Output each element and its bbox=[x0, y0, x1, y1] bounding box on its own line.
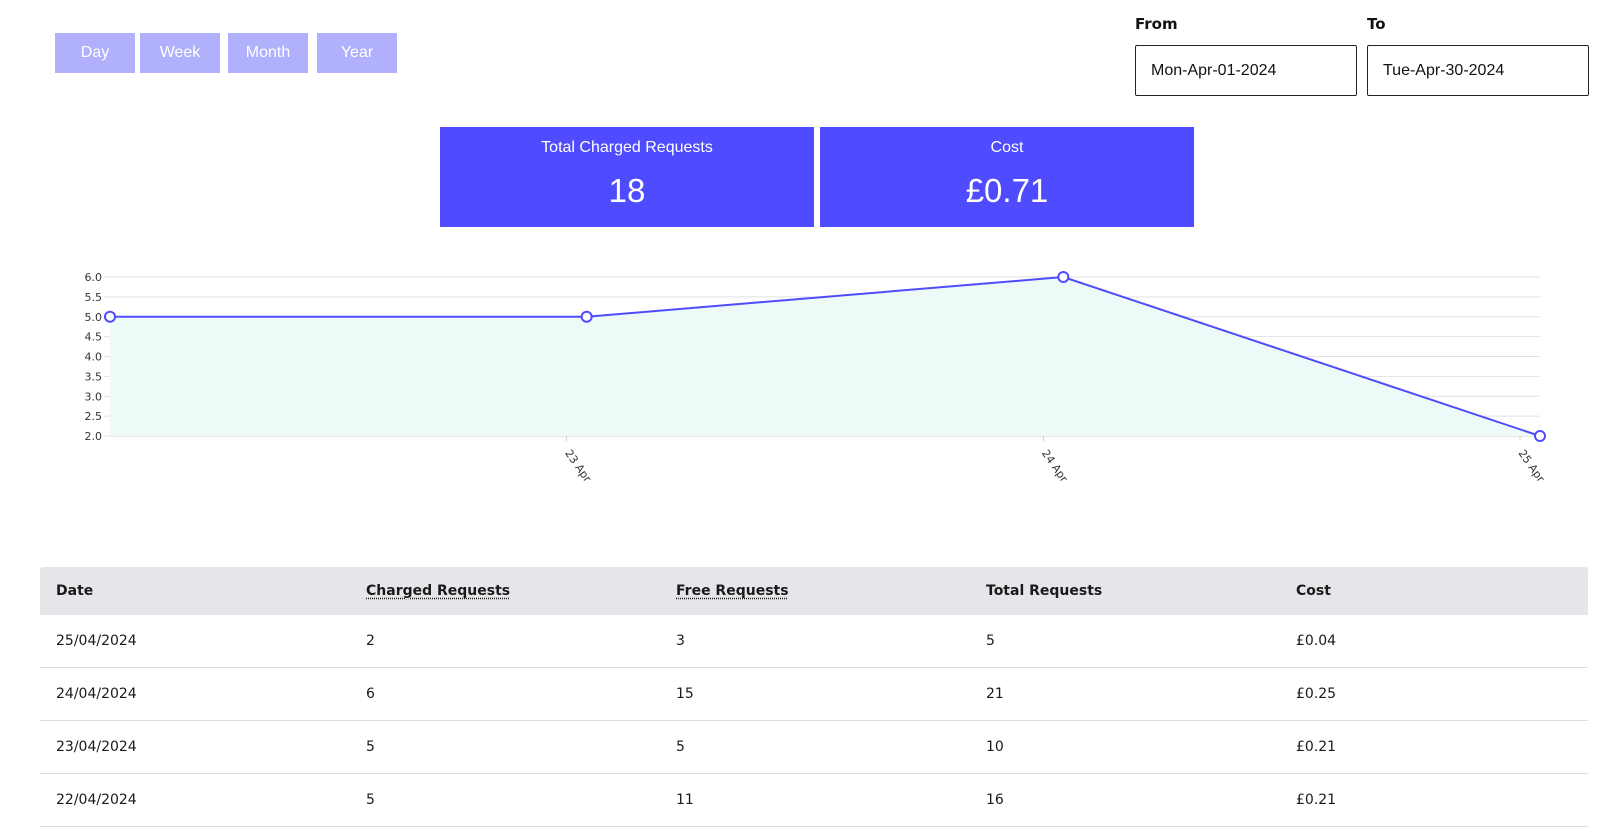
cell-charged-requests: 2 bbox=[350, 615, 660, 668]
cell-date: 24/04/2024 bbox=[40, 667, 350, 721]
year-button[interactable]: Year bbox=[317, 33, 397, 73]
y-tick-label: 4.5 bbox=[85, 331, 103, 344]
y-tick-label: 5.0 bbox=[85, 311, 103, 324]
requests-line-chart: 2.0 2.5 3.0 3.5 4.0 4.5 5.0 5.5 6.0 23 Apr 24 Apr 2… bbox=[85, 271, 1548, 485]
total-charged-requests-label: Total Charged Requests bbox=[541, 139, 713, 156]
y-tick-label: 3.0 bbox=[85, 390, 103, 403]
cost-label: Cost bbox=[990, 139, 1024, 156]
data-point bbox=[104, 310, 116, 323]
from-date-input[interactable] bbox=[1135, 45, 1357, 96]
column-header-charged-requests[interactable]: Charged Requests bbox=[366, 583, 511, 599]
x-tick-label: 23 Apr bbox=[562, 447, 594, 485]
total-charged-requests-card: Total Charged Requests 18 bbox=[440, 127, 814, 227]
series-line bbox=[110, 275, 1541, 437]
to-label: To bbox=[1367, 15, 1386, 33]
x-tick-label: 25 Apr bbox=[1516, 447, 1548, 485]
table-row: 23/04/2024 5 5 10 £0.21 bbox=[40, 720, 1588, 774]
cell-total-requests: 21 bbox=[970, 667, 1280, 721]
cell-charged-requests: 5 bbox=[350, 720, 660, 774]
to-date-input[interactable] bbox=[1367, 45, 1589, 96]
cell-charged-requests: 5 bbox=[350, 773, 660, 827]
from-label: From bbox=[1135, 15, 1178, 33]
cell-date: 25/04/2024 bbox=[40, 615, 350, 668]
data-point bbox=[580, 310, 593, 323]
data-point bbox=[1057, 271, 1070, 283]
y-tick-label: 6.0 bbox=[85, 271, 103, 284]
table-row: 22/04/2024 5 11 16 £0.21 bbox=[40, 773, 1588, 827]
week-button[interactable]: Week bbox=[140, 33, 220, 73]
cell-total-requests: 5 bbox=[970, 615, 1280, 668]
x-tick-label: 24 Apr bbox=[1039, 447, 1071, 485]
cell-charged-requests: 6 bbox=[350, 667, 660, 721]
cell-free-requests: 3 bbox=[660, 615, 970, 668]
cell-date: 23/04/2024 bbox=[40, 720, 350, 774]
total-charged-requests-value: 18 bbox=[608, 172, 646, 209]
column-header-free-requests[interactable]: Free Requests bbox=[676, 583, 789, 599]
column-header-total-requests: Total Requests bbox=[986, 583, 1103, 599]
cell-cost: £0.21 bbox=[1280, 773, 1588, 827]
table-row: 24/04/2024 6 15 21 £0.25 bbox=[40, 667, 1588, 721]
cost-card: Cost £0.71 bbox=[820, 127, 1194, 227]
y-tick-label: 4.0 bbox=[85, 351, 103, 364]
cell-free-requests: 11 bbox=[660, 773, 970, 827]
column-header-cost: Cost bbox=[1296, 583, 1331, 599]
cell-date: 22/04/2024 bbox=[40, 773, 350, 827]
cell-cost: £0.21 bbox=[1280, 720, 1588, 774]
table-header-row: Date Charged Requests Free Requests Tota… bbox=[40, 567, 1588, 615]
cost-value: £0.71 bbox=[965, 172, 1049, 209]
month-button[interactable]: Month bbox=[228, 33, 308, 73]
cell-total-requests: 10 bbox=[970, 720, 1280, 774]
cell-free-requests: 15 bbox=[660, 667, 970, 721]
y-tick-label: 2.5 bbox=[85, 410, 103, 423]
cell-cost: £0.04 bbox=[1280, 615, 1588, 668]
column-header-date: Date bbox=[56, 583, 94, 599]
cell-free-requests: 5 bbox=[660, 720, 970, 774]
cell-cost: £0.25 bbox=[1280, 667, 1588, 721]
table-row: 25/04/2024 2 3 5 £0.04 bbox=[40, 615, 1588, 668]
y-tick-label: 2.0 bbox=[85, 430, 103, 443]
day-button[interactable]: Day bbox=[55, 33, 135, 73]
y-tick-label: 3.5 bbox=[85, 370, 103, 383]
requests-table: Date Charged Requests Free Requests Tota… bbox=[40, 567, 1588, 827]
data-point bbox=[1534, 430, 1546, 442]
cell-total-requests: 16 bbox=[970, 773, 1280, 827]
y-tick-label: 5.5 bbox=[85, 291, 103, 304]
